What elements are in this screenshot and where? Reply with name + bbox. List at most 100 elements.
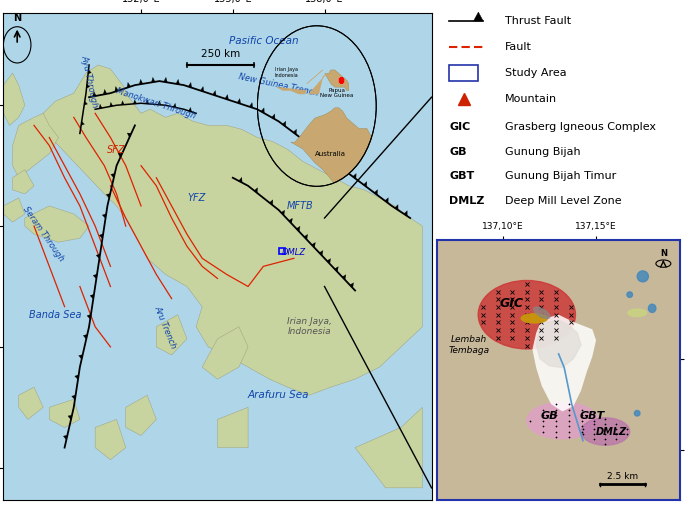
Polygon shape bbox=[374, 190, 377, 195]
Polygon shape bbox=[176, 79, 179, 84]
Polygon shape bbox=[335, 160, 338, 165]
Text: 250 km: 250 km bbox=[201, 49, 240, 59]
Polygon shape bbox=[218, 408, 248, 447]
Polygon shape bbox=[201, 86, 204, 92]
Text: 2.5 km: 2.5 km bbox=[607, 472, 638, 481]
Polygon shape bbox=[327, 259, 331, 264]
Polygon shape bbox=[99, 105, 102, 109]
Polygon shape bbox=[92, 91, 96, 96]
Polygon shape bbox=[3, 73, 25, 125]
Text: DMLZ: DMLZ bbox=[449, 195, 484, 206]
Polygon shape bbox=[151, 77, 155, 82]
Polygon shape bbox=[188, 82, 192, 88]
Text: Papua
New Guinea: Papua New Guinea bbox=[320, 88, 353, 98]
Polygon shape bbox=[395, 205, 398, 210]
Text: Gunung Bijah Timur: Gunung Bijah Timur bbox=[505, 171, 616, 181]
Polygon shape bbox=[93, 274, 97, 279]
Text: Mountain: Mountain bbox=[505, 93, 557, 104]
Text: N: N bbox=[660, 249, 667, 258]
Polygon shape bbox=[90, 294, 94, 299]
Text: Thrust Fault: Thrust Fault bbox=[505, 16, 571, 26]
Polygon shape bbox=[364, 182, 367, 187]
Text: Banda Sea: Banda Sea bbox=[29, 310, 82, 320]
Text: Study Area: Study Area bbox=[505, 68, 566, 78]
Polygon shape bbox=[254, 188, 258, 193]
Polygon shape bbox=[173, 104, 176, 108]
Polygon shape bbox=[49, 399, 80, 427]
Ellipse shape bbox=[581, 418, 630, 445]
Text: Lembah
Tembaga: Lembah Tembaga bbox=[448, 335, 489, 355]
Polygon shape bbox=[327, 153, 331, 158]
Polygon shape bbox=[532, 315, 596, 412]
Polygon shape bbox=[282, 121, 286, 127]
Text: Seram Through: Seram Through bbox=[21, 205, 66, 263]
Ellipse shape bbox=[628, 309, 647, 317]
Ellipse shape bbox=[637, 271, 649, 282]
Polygon shape bbox=[309, 73, 327, 94]
Text: Manokwari Through: Manokwari Through bbox=[116, 86, 197, 120]
Text: Fault: Fault bbox=[505, 42, 532, 52]
Polygon shape bbox=[103, 89, 107, 94]
Polygon shape bbox=[25, 206, 89, 242]
Polygon shape bbox=[3, 198, 25, 222]
Polygon shape bbox=[102, 214, 106, 218]
Polygon shape bbox=[304, 234, 308, 240]
Polygon shape bbox=[146, 99, 149, 104]
Polygon shape bbox=[75, 375, 79, 379]
Polygon shape bbox=[319, 250, 323, 256]
Polygon shape bbox=[473, 12, 483, 21]
Text: GBT: GBT bbox=[449, 171, 475, 181]
Text: SFZ: SFZ bbox=[108, 144, 126, 155]
Polygon shape bbox=[43, 65, 423, 395]
Polygon shape bbox=[249, 103, 253, 108]
Polygon shape bbox=[291, 108, 375, 194]
Polygon shape bbox=[312, 242, 315, 248]
Polygon shape bbox=[237, 98, 240, 104]
Polygon shape bbox=[536, 319, 581, 368]
Polygon shape bbox=[307, 70, 323, 84]
Text: GB: GB bbox=[540, 411, 558, 421]
Text: Aru Trench: Aru Trench bbox=[153, 304, 178, 349]
Text: N: N bbox=[13, 13, 21, 23]
Polygon shape bbox=[86, 84, 90, 88]
Polygon shape bbox=[79, 355, 83, 359]
Ellipse shape bbox=[649, 304, 656, 313]
Ellipse shape bbox=[527, 402, 598, 439]
Polygon shape bbox=[12, 113, 58, 178]
Polygon shape bbox=[316, 145, 320, 150]
Polygon shape bbox=[269, 200, 273, 205]
Ellipse shape bbox=[478, 280, 575, 349]
Ellipse shape bbox=[521, 314, 547, 323]
Polygon shape bbox=[355, 408, 423, 488]
Text: New Guinea Trench: New Guinea Trench bbox=[238, 72, 319, 98]
Polygon shape bbox=[18, 387, 43, 419]
Text: YFZ: YFZ bbox=[187, 193, 206, 203]
Polygon shape bbox=[158, 100, 161, 105]
Polygon shape bbox=[288, 218, 292, 224]
Polygon shape bbox=[404, 211, 407, 216]
Text: Grasberg Igneous Complex: Grasberg Igneous Complex bbox=[505, 122, 656, 132]
Text: Pasific Ocean: Pasific Ocean bbox=[229, 36, 298, 46]
Polygon shape bbox=[212, 90, 216, 96]
Polygon shape bbox=[297, 226, 300, 232]
Polygon shape bbox=[261, 108, 264, 113]
Polygon shape bbox=[353, 174, 356, 179]
Polygon shape bbox=[68, 415, 72, 420]
Polygon shape bbox=[139, 79, 143, 84]
Polygon shape bbox=[87, 314, 91, 319]
Polygon shape bbox=[111, 173, 115, 178]
Polygon shape bbox=[272, 114, 275, 119]
Text: Irian Jaya,
Indonesia: Irian Jaya, Indonesia bbox=[287, 317, 332, 336]
Text: GIC: GIC bbox=[500, 297, 524, 310]
Text: Ayu Through: Ayu Through bbox=[79, 54, 99, 108]
Text: Australia: Australia bbox=[315, 151, 347, 157]
Polygon shape bbox=[225, 94, 228, 100]
Text: DMLZ: DMLZ bbox=[595, 427, 627, 436]
Polygon shape bbox=[110, 103, 113, 107]
Text: DMLZ: DMLZ bbox=[282, 248, 306, 257]
Polygon shape bbox=[305, 137, 308, 142]
Polygon shape bbox=[106, 193, 110, 198]
Text: GB: GB bbox=[449, 146, 466, 157]
Polygon shape bbox=[350, 283, 353, 288]
Polygon shape bbox=[64, 435, 67, 440]
